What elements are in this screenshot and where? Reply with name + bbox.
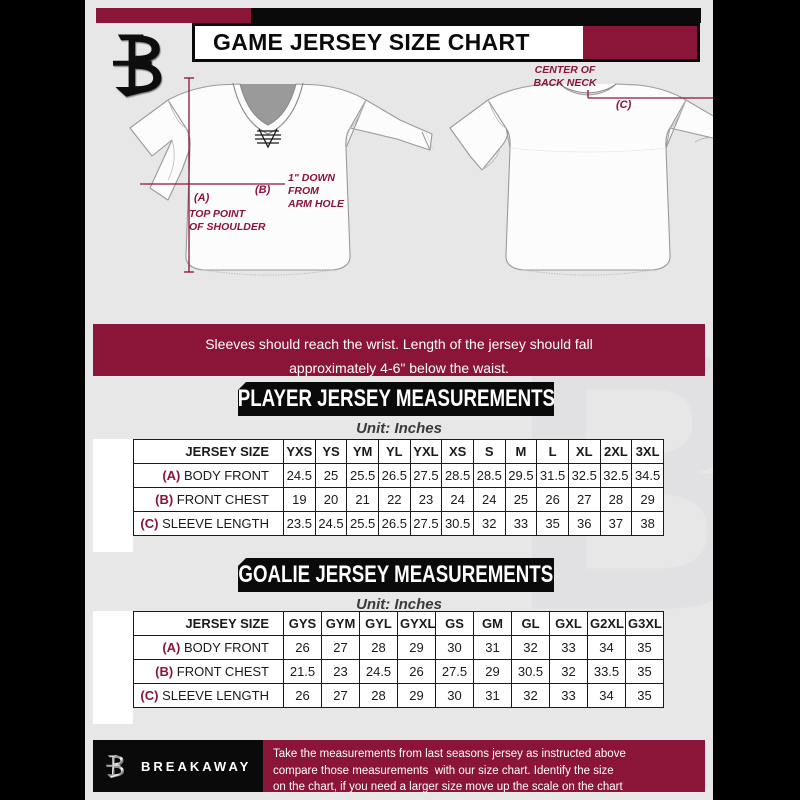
svg-text:(B): (B): [255, 184, 271, 196]
svg-text:FROM: FROM: [288, 185, 319, 197]
svg-text:(A): (A): [194, 192, 210, 204]
svg-text:ARM HOLE: ARM HOLE: [287, 198, 345, 210]
svg-text:1" DOWN: 1" DOWN: [288, 172, 335, 184]
svg-text:(C): (C): [616, 99, 632, 111]
svg-text:TOP POINT: TOP POINT: [189, 208, 247, 220]
svg-text:OF SHOULDER: OF SHOULDER: [189, 221, 266, 233]
